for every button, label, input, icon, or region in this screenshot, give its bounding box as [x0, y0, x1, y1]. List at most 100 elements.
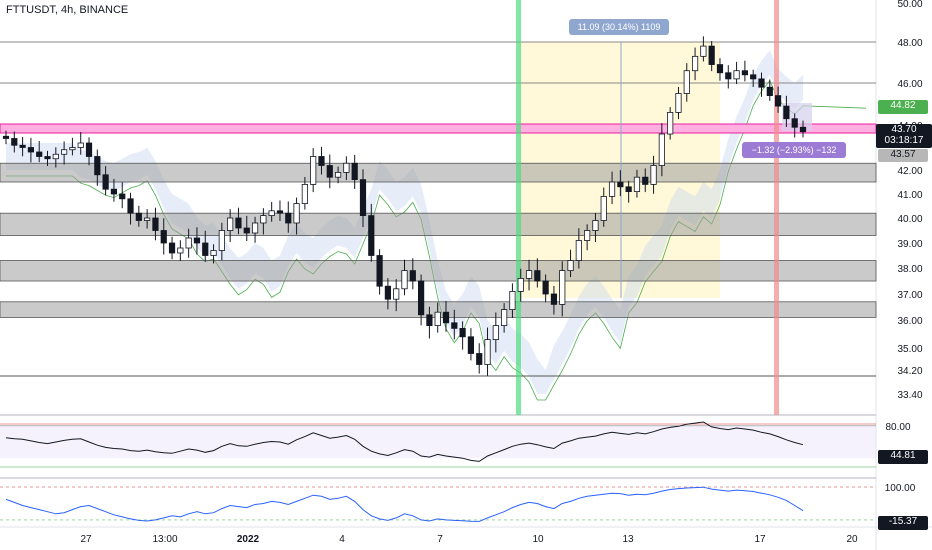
support-zone: [0, 162, 877, 183]
candle-body: [293, 203, 300, 224]
candle-body: [783, 105, 790, 120]
rsi-band: [0, 425, 876, 459]
price-axis-label: 48.00: [897, 38, 922, 49]
candle-body: [119, 193, 126, 200]
candle-body: [442, 311, 450, 324]
price-axis-label: 38.00: [897, 264, 922, 275]
candle-body: [193, 237, 201, 244]
candle-body: [658, 133, 665, 166]
symbol-title[interactable]: FTTUSDT, 4h, BINANCE: [6, 4, 129, 16]
event-line-red: [774, 0, 779, 415]
candle-body: [160, 230, 167, 244]
candle-body: [633, 176, 641, 192]
candle-body: [110, 188, 118, 195]
candle-body: [409, 270, 416, 282]
candle-body: [251, 222, 259, 234]
candle-body: [434, 311, 441, 327]
bar-countdown: 03:18:17: [884, 135, 924, 146]
price-tag-last: 43.70 03:18:17: [876, 124, 932, 148]
candle-body: [525, 270, 533, 279]
candle-body: [401, 270, 408, 290]
support-zone: [0, 212, 877, 236]
candle-body: [85, 142, 93, 157]
candle-body: [608, 181, 616, 197]
candle-body: [675, 93, 682, 113]
candle-body: [359, 179, 367, 217]
time-axis-label: 13:00: [152, 534, 177, 545]
candle-body: [326, 165, 333, 178]
candle-body: [617, 181, 624, 188]
candle-body: [799, 126, 807, 133]
time-axis-label: 10: [532, 534, 544, 545]
candle-body: [318, 156, 325, 166]
candle-body: [542, 280, 549, 295]
time-axis-label: 27: [80, 534, 92, 545]
candle-body: [501, 309, 508, 327]
candle-body: [750, 74, 757, 80]
candle-body: [476, 353, 483, 365]
candle-body: [168, 242, 176, 254]
candle-body: [459, 327, 466, 338]
candle-body: [791, 118, 798, 128]
support-zone: [0, 260, 877, 282]
candle-body: [2, 135, 10, 139]
candle-body: [625, 186, 632, 193]
price-axis-label: 33.40: [897, 390, 922, 401]
candle-body: [210, 250, 217, 256]
candle-body: [343, 162, 350, 173]
candle-body: [534, 270, 541, 282]
candle-body: [36, 151, 43, 157]
candle-body: [393, 288, 400, 300]
price-axis-label: 34.20: [897, 366, 922, 377]
candle-body: [584, 230, 591, 241]
price-axis-label: 36.00: [897, 316, 922, 327]
osc-line: [5, 486, 804, 522]
price-axis-label: 46.00: [897, 79, 922, 90]
candle-body: [418, 280, 425, 316]
price-axis-label: 39.00: [897, 239, 922, 250]
candle-body: [276, 210, 284, 214]
candle-body: [725, 72, 732, 80]
candle-body: [19, 144, 26, 148]
candle-body: [301, 183, 308, 204]
candle-body: [127, 198, 134, 214]
candle-body: [202, 242, 209, 256]
time-axis-label: 20: [846, 534, 858, 545]
candle-body: [268, 210, 275, 217]
candle-body: [667, 112, 674, 135]
candle-body: [766, 86, 773, 96]
rsi-value-tag: 44.81: [878, 450, 928, 464]
candle-body: [77, 142, 84, 148]
candle-body: [218, 230, 225, 251]
price-axis-label: 42.00: [897, 166, 922, 177]
time-axis-label: 7: [437, 534, 443, 545]
price-axis-label: 35.00: [897, 344, 922, 355]
candle-body: [285, 212, 292, 224]
candle-body: [227, 217, 234, 231]
candle-body: [600, 195, 607, 221]
last-price-value: 43.70: [891, 124, 917, 135]
candle-body: [733, 70, 740, 80]
osc-value-tag: -15.37: [878, 516, 928, 530]
candle-body: [260, 215, 267, 224]
time-axis-label: 4: [339, 534, 345, 545]
rsi-axis-label: 80.00: [885, 422, 910, 433]
candle-body: [650, 165, 657, 185]
candle-body: [135, 212, 142, 221]
candle-body: [368, 215, 375, 256]
candle-body: [384, 285, 391, 300]
price-axis-label: 50.00: [897, 0, 922, 10]
candle-body: [310, 156, 317, 185]
candle-body: [27, 147, 35, 153]
candle-body: [509, 290, 516, 310]
candle-body: [177, 247, 184, 254]
candle-body: [592, 220, 599, 231]
time-axis-label: 13: [622, 534, 634, 545]
candle-body: [700, 45, 707, 57]
candle-body: [351, 162, 358, 181]
candle-body: [575, 240, 582, 261]
event-line-green: [516, 0, 521, 415]
candle-body: [484, 339, 491, 365]
candle-body: [691, 55, 699, 72]
